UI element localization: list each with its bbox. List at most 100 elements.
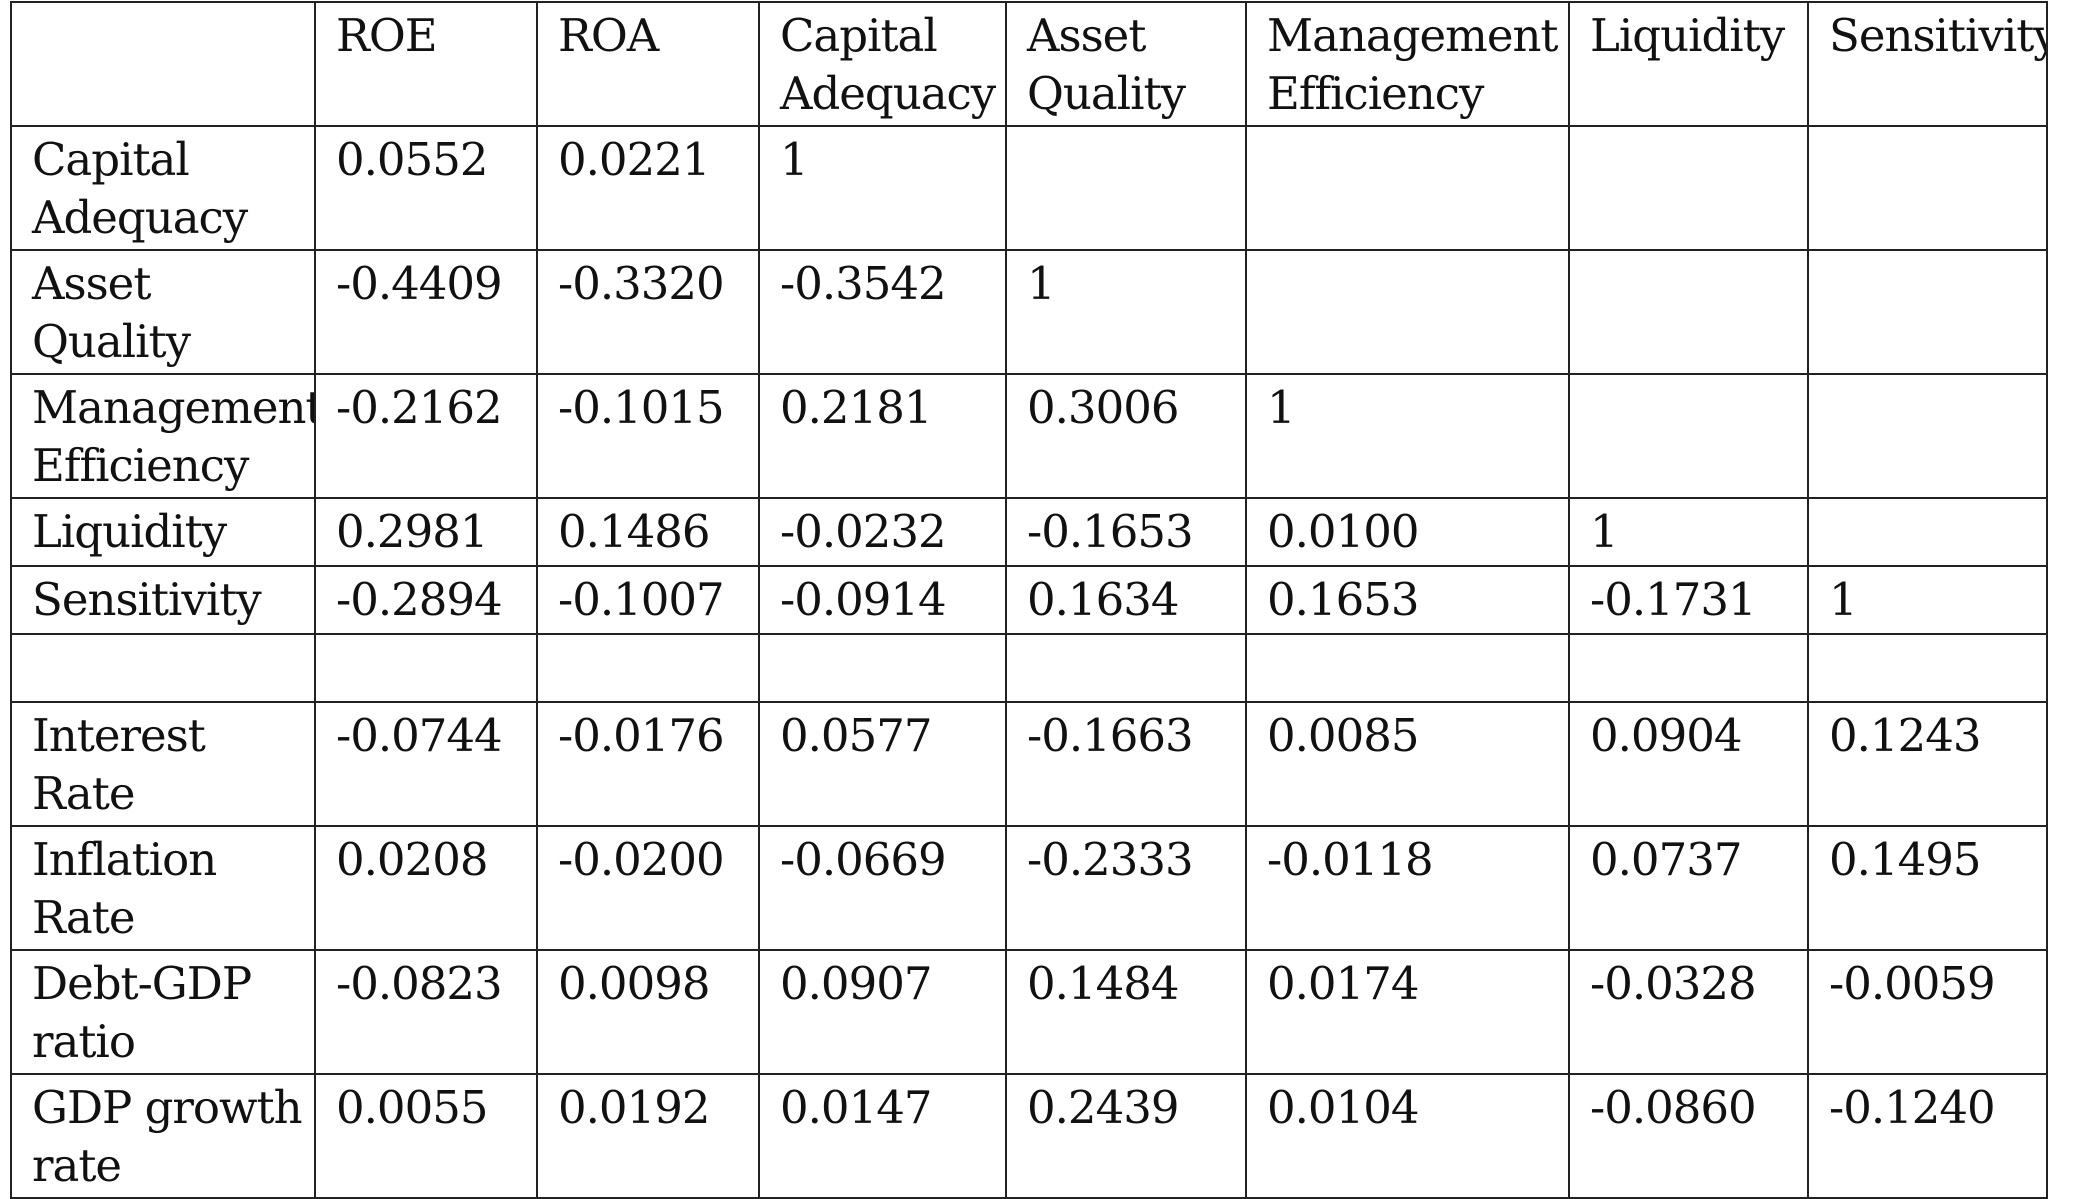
table-cell (758, 633, 1007, 703)
table-cell: -0.1653 (1005, 497, 1247, 567)
row-label: Liquidity (10, 497, 316, 567)
spacer-row (10, 633, 2048, 703)
table-cell: -0.3542 (758, 249, 1007, 375)
table-cell (1568, 633, 1809, 703)
header-cell-liquidity: Liquidity (1568, 1, 1809, 127)
table-cell: 0.0098 (536, 949, 760, 1075)
table-cell: -0.0669 (758, 825, 1007, 951)
table-cell (1568, 373, 1809, 499)
table-cell: 0.0552 (314, 125, 538, 251)
table-cell: 0.2981 (314, 497, 538, 567)
table-cell (1807, 125, 2048, 251)
table-cell (1807, 373, 2048, 499)
table-cell: 1 (1568, 497, 1809, 567)
table-cell: -0.2333 (1005, 825, 1247, 951)
table-cell: 1 (1245, 373, 1570, 499)
table-cell: 0.0055 (314, 1073, 538, 1199)
row-label: Inflation Rate (10, 825, 316, 951)
table-cell: 0.0904 (1568, 701, 1809, 827)
table-cell: 0.0192 (536, 1073, 760, 1199)
table-cell: 1 (758, 125, 1007, 251)
table-cell: 0.0907 (758, 949, 1007, 1075)
table-cell: -0.3320 (536, 249, 760, 375)
table-cell (1245, 249, 1570, 375)
table-cell (1005, 125, 1247, 251)
table-cell: 0.0208 (314, 825, 538, 951)
table-cell: 0.0577 (758, 701, 1007, 827)
table-cell: -0.2894 (314, 565, 538, 635)
table-cell: 1 (1807, 565, 2048, 635)
table-cell (1005, 633, 1247, 703)
header-cell-sensitivity: Sensitivity (1807, 1, 2048, 127)
table-cell: 0.0174 (1245, 949, 1570, 1075)
table-cell: -0.0860 (1568, 1073, 1809, 1199)
table-row: Capital Adequacy 0.0552 0.0221 1 (10, 125, 2048, 251)
table-row: Sensitivity -0.2894 -0.1007 -0.0914 0.16… (10, 565, 2048, 635)
table-cell: 0.1243 (1807, 701, 2048, 827)
row-label (10, 633, 316, 703)
table-cell: -0.1663 (1005, 701, 1247, 827)
header-cell-roe: ROE (314, 1, 538, 127)
table-cell: 0.1653 (1245, 565, 1570, 635)
table-cell: -0.0118 (1245, 825, 1570, 951)
row-label: GDP growth rate (10, 1073, 316, 1199)
table-cell (1245, 125, 1570, 251)
table-row: GDP growth rate 0.0055 0.0192 0.0147 0.2… (10, 1073, 2048, 1199)
table-cell: -0.4409 (314, 249, 538, 375)
table-row: Liquidity 0.2981 0.1486 -0.0232 -0.1653 … (10, 497, 2048, 567)
table-cell: 0.0147 (758, 1073, 1007, 1199)
table-cell: -0.0744 (314, 701, 538, 827)
table-cell (1807, 497, 2048, 567)
table-cell: -0.1731 (1568, 565, 1809, 635)
header-cell-management-efficiency: Management Efficiency (1245, 1, 1570, 127)
row-label: Sensitivity (10, 565, 316, 635)
table-cell: -0.0823 (314, 949, 538, 1075)
table-cell: 0.0100 (1245, 497, 1570, 567)
table-cell: -0.0232 (758, 497, 1007, 567)
table-row: Management Efficiency -0.2162 -0.1015 0.… (10, 373, 2048, 499)
table-cell: 0.3006 (1005, 373, 1247, 499)
table-cell: 0.1486 (536, 497, 760, 567)
table-cell: 0.0085 (1245, 701, 1570, 827)
table-row: Debt-GDP ratio -0.0823 0.0098 0.0907 0.1… (10, 949, 2048, 1075)
header-cell-capital-adequacy: Capital Adequacy (758, 1, 1007, 127)
table-cell: 1 (1005, 249, 1247, 375)
table-cell: -0.1015 (536, 373, 760, 499)
table-cell: -0.1240 (1807, 1073, 2048, 1199)
table-row: Interest Rate -0.0744 -0.0176 0.0577 -0.… (10, 701, 2048, 827)
table-cell: 0.1634 (1005, 565, 1247, 635)
table-cell: -0.0914 (758, 565, 1007, 635)
correlation-table: ROE ROA Capital Adequacy Asset Quality M… (10, 1, 2048, 1199)
table-cell: 0.1495 (1807, 825, 2048, 951)
table-row: Asset Quality -0.4409 -0.3320 -0.3542 1 (10, 249, 2048, 375)
row-label: Interest Rate (10, 701, 316, 827)
header-cell-asset-quality: Asset Quality (1005, 1, 1247, 127)
row-label: Management Efficiency (10, 373, 316, 499)
table-cell: 0.2181 (758, 373, 1007, 499)
table-cell: 0.0737 (1568, 825, 1809, 951)
table-cell: -0.0059 (1807, 949, 2048, 1075)
header-cell-roa: ROA (536, 1, 760, 127)
table-cell: -0.0176 (536, 701, 760, 827)
table-cell: -0.2162 (314, 373, 538, 499)
table-cell (1807, 249, 2048, 375)
table-cell (1245, 633, 1570, 703)
header-cell-corner (10, 1, 316, 127)
row-label: Capital Adequacy (10, 125, 316, 251)
table-cell (1568, 249, 1809, 375)
table-row: Inflation Rate 0.0208 -0.0200 -0.0669 -0… (10, 825, 2048, 951)
table-cell: 0.0221 (536, 125, 760, 251)
row-label: Asset Quality (10, 249, 316, 375)
table-cell: 0.2439 (1005, 1073, 1247, 1199)
table-cell (536, 633, 760, 703)
table-cell: 0.1484 (1005, 949, 1247, 1075)
table-cell (1807, 633, 2048, 703)
table-cell (1568, 125, 1809, 251)
header-row: ROE ROA Capital Adequacy Asset Quality M… (10, 1, 2048, 127)
table-cell: -0.0200 (536, 825, 760, 951)
row-label: Debt-GDP ratio (10, 949, 316, 1075)
table-cell: -0.1007 (536, 565, 760, 635)
table-cell: 0.0104 (1245, 1073, 1570, 1199)
table-cell (314, 633, 538, 703)
table-cell: -0.0328 (1568, 949, 1809, 1075)
